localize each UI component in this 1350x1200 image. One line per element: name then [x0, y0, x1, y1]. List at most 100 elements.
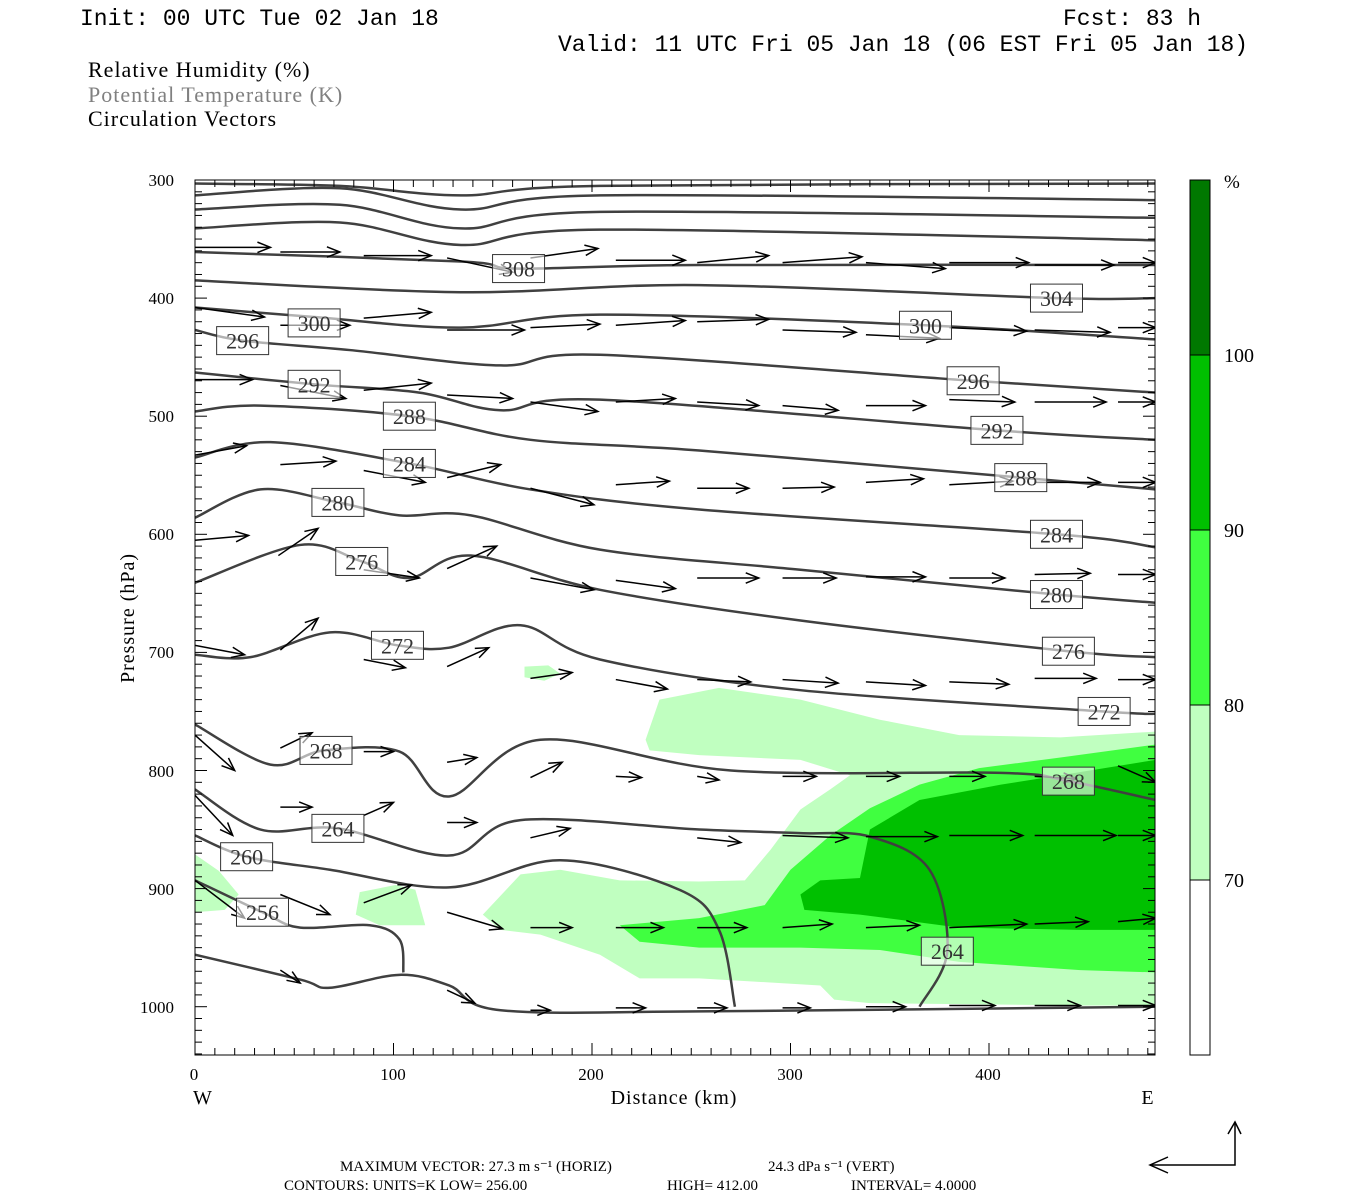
- y-tick-500: 500: [149, 407, 175, 426]
- vector-arrow: [279, 969, 302, 985]
- y-tick-1000: 1000: [140, 998, 174, 1017]
- vector-arrow: [1034, 916, 1091, 929]
- vector-arrow: [363, 378, 434, 391]
- vector-arrow: [1034, 326, 1113, 338]
- contour-label-304: 304: [1029, 283, 1083, 313]
- vector-arrow: [615, 254, 688, 267]
- colorbar-label-90: 90: [1224, 520, 1244, 542]
- colorbar-unit: %: [1224, 172, 1240, 193]
- vector-arrow: [615, 579, 678, 593]
- svg-text:268: 268: [310, 738, 343, 763]
- vector-arrow: [530, 487, 596, 508]
- colorbar-label-70: 70: [1224, 870, 1244, 892]
- y-tick-700: 700: [149, 643, 175, 662]
- svg-text:264: 264: [931, 939, 964, 964]
- svg-text:276: 276: [345, 549, 378, 574]
- theta-contour-276: [195, 543, 1155, 659]
- vector-arrow: [865, 830, 940, 843]
- vector-arrow: [363, 745, 396, 758]
- east-label: E: [1141, 1087, 1154, 1109]
- vector-arrow: [782, 770, 819, 783]
- vector-arrow: [530, 318, 602, 331]
- vector-arrow: [949, 770, 988, 783]
- vector-arrow: [446, 753, 479, 766]
- vector-arrow: [1034, 259, 1117, 271]
- vector-arrow: [697, 482, 751, 495]
- colorbar-seg-below-70: [1190, 880, 1210, 1055]
- svg-text:256: 256: [246, 900, 279, 925]
- vector-arrow: [865, 919, 922, 932]
- contour-label-276: 276: [1041, 636, 1095, 666]
- vector-arrow: [697, 835, 743, 848]
- svg-text:296: 296: [957, 369, 990, 394]
- vector-arrow: [949, 395, 1017, 408]
- vector-arrow: [1118, 321, 1155, 334]
- west-label: W: [193, 1087, 213, 1109]
- contour-label-280: 280: [1029, 580, 1083, 610]
- x-tick-0: 0: [190, 1065, 199, 1084]
- vector-arrow: [1034, 396, 1109, 408]
- vector-arrow: [697, 1001, 730, 1014]
- theta-contour-304: [195, 279, 1155, 301]
- vector-arrow: [1118, 568, 1155, 581]
- x-axis-label: Distance (km): [611, 1087, 738, 1109]
- contour-label-264: 264: [920, 936, 974, 966]
- contour-label-284: 284: [382, 448, 436, 478]
- theta-contour-316: [195, 202, 1155, 230]
- contour-label-272: 272: [1077, 696, 1131, 726]
- vector-arrow: [530, 1004, 553, 1017]
- vector-arrow: [1034, 672, 1099, 685]
- contour-label-260: 260: [220, 842, 274, 872]
- vector-arrow: [1117, 913, 1155, 926]
- theta-contour-272: [195, 623, 1155, 716]
- vector-arrow: [280, 246, 342, 258]
- svg-text:268: 268: [1052, 769, 1085, 794]
- vector-arrow: [615, 1001, 648, 1014]
- theta-contour-312: [195, 220, 1155, 247]
- vector-arrow: [277, 527, 320, 557]
- svg-text:292: 292: [980, 418, 1013, 443]
- vector-arrow: [446, 989, 477, 1005]
- contour-labels: 308 304 300 300 296 296 292 292 288 288 284 284 280 2…: [216, 254, 1131, 966]
- vector-arrow: [865, 1000, 908, 1013]
- vector-arrow: [530, 668, 575, 681]
- legend-vectors: Circulation Vectors: [88, 106, 277, 131]
- vector-arrow: [615, 393, 678, 406]
- vector-arrow: [949, 256, 1031, 269]
- legend-theta: Potential Temperature (K): [88, 82, 343, 107]
- vector-arrow: [1117, 765, 1155, 784]
- svg-text:300: 300: [909, 313, 942, 338]
- x-tick-400: 400: [975, 1065, 1001, 1084]
- vector-arrow: [1118, 829, 1155, 842]
- vector-arrow: [782, 326, 859, 338]
- vector-arrow: [782, 831, 851, 844]
- vector-arrow: [195, 734, 237, 772]
- svg-text:264: 264: [321, 816, 354, 841]
- colorbar-label-100: 100: [1224, 345, 1254, 367]
- contour-label-284: 284: [1029, 519, 1083, 549]
- vector-arrow: [280, 456, 338, 468]
- vector-arrow: [1034, 567, 1093, 580]
- vector-arrow: [530, 921, 575, 934]
- vector-arrow: [446, 911, 505, 931]
- rh-region-70-80: [355, 885, 426, 926]
- vector-arrow: [865, 678, 928, 691]
- contour-label-272: 272: [370, 630, 424, 660]
- svg-text:280: 280: [321, 490, 354, 515]
- vector-arrow: [1034, 829, 1119, 842]
- vector-arrow: [697, 772, 722, 784]
- vector-arrow: [949, 324, 1029, 337]
- vector-arrow: [782, 481, 837, 494]
- init-time: Init: 00 UTC Tue 02 Jan 18: [80, 6, 439, 32]
- theta-contour-280: [195, 487, 1155, 604]
- vector-arrow: [949, 999, 997, 1012]
- colorbar-seg-100plus: [1190, 180, 1210, 355]
- vector-arrow: [865, 770, 902, 783]
- y-tick-400: 400: [149, 289, 175, 308]
- theta-contour-252: [195, 953, 1155, 1014]
- vector-arrow: [615, 315, 688, 328]
- contour-label-268: 268: [1041, 766, 1095, 796]
- vector-arrow: [782, 251, 864, 264]
- footer-contours: CONTOURS: UNITS=K LOW= 256.00: [284, 1178, 527, 1194]
